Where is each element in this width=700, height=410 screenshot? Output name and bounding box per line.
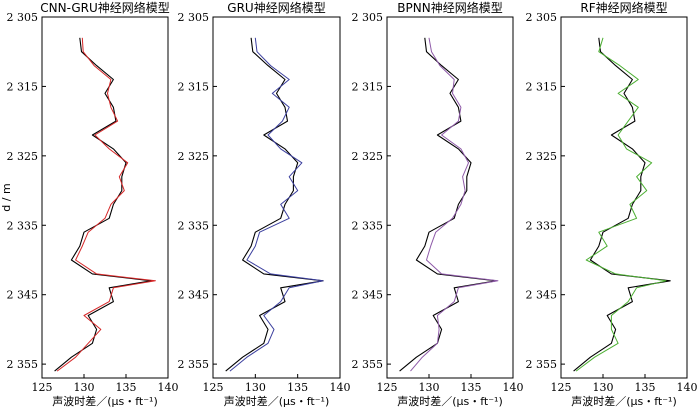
x-axis-label: 声波时差／(μs・ft⁻¹) (224, 394, 330, 408)
x-tick-label: 135 (287, 381, 308, 394)
y-tick-label: 2 345 (7, 289, 39, 302)
predicted-curve (229, 37, 324, 372)
x-tick-label: 135 (461, 381, 482, 394)
x-tick-label: 130 (593, 381, 614, 394)
y-tick-label: 2 335 (526, 219, 558, 232)
y-tick-label: 2 335 (7, 219, 39, 232)
x-tick-label: 140 (503, 381, 524, 394)
y-tick-label: 2 305 (178, 11, 210, 24)
y-tick-label: 2 315 (526, 80, 558, 93)
x-tick-label: 130 (74, 381, 95, 394)
panel-title: RF神经网络模型 (580, 0, 667, 15)
panel-title: CNN-GRU神经网络模型 (40, 0, 170, 15)
y-tick-label: 2 325 (526, 150, 558, 163)
y-tick-label: 2 305 (7, 11, 39, 24)
y-tick-label: 2 355 (178, 358, 210, 371)
x-tick-label: 125 (377, 381, 398, 394)
predicted-curve (410, 37, 499, 372)
x-axis-label: 声波时差／(μs・ft⁻¹) (397, 394, 503, 408)
y-tick-label: 2 355 (352, 358, 384, 371)
y-tick-label: 2 335 (178, 219, 210, 232)
predicted-curve (56, 37, 156, 372)
x-tick-label: 140 (330, 381, 351, 394)
x-tick-label: 125 (32, 381, 53, 394)
y-tick-label: 2 325 (352, 150, 384, 163)
x-axis-label: 声波时差／(μs・ft⁻¹) (571, 394, 677, 408)
plot-frame (41, 16, 169, 379)
y-tick-label: 2 315 (178, 80, 210, 93)
panel-title: GRU神经网络模型 (227, 0, 325, 15)
x-tick-label: 140 (677, 381, 698, 394)
x-axis-label: 声波时差／(μs・ft⁻¹) (52, 394, 158, 408)
plot-frame (386, 16, 514, 379)
measured-curve (573, 37, 671, 372)
y-axis-label: d / m (0, 183, 13, 211)
predicted-curve (575, 37, 667, 372)
x-tick-label: 125 (203, 381, 224, 394)
measured-curve (54, 37, 152, 372)
x-tick-label: 130 (245, 381, 266, 394)
y-tick-label: 2 325 (7, 150, 39, 163)
y-tick-label: 2 345 (526, 289, 558, 302)
y-tick-label: 2 355 (526, 358, 558, 371)
x-tick-label: 130 (419, 381, 440, 394)
y-tick-label: 2 345 (178, 289, 210, 302)
x-tick-label: 135 (116, 381, 137, 394)
x-tick-label: 135 (635, 381, 656, 394)
panel-title: BPNN神经网络模型 (397, 0, 502, 15)
measured-curve (399, 37, 497, 372)
panel-4: RF神经网络模型 2 305 2 315 2 325 2 335 2 345 2 355 12… (526, 0, 698, 408)
y-tick-label: 2 315 (7, 80, 39, 93)
y-tick-label: 2 355 (7, 358, 39, 371)
y-tick-label: 2 335 (352, 219, 384, 232)
x-tick-label: 125 (551, 381, 572, 394)
plot-frame (560, 16, 688, 379)
panel-3: BPNN神经网络模型 2 305 2 315 2 325 2 335 2 345 2 355… (352, 0, 524, 408)
x-tick-label: 140 (158, 381, 179, 394)
measured-curve (225, 37, 324, 372)
y-tick-label: 2 305 (352, 11, 384, 24)
y-tick-label: 2 325 (178, 150, 210, 163)
panel-2: GRU神经网络模型 2 305 2 315 2 325 2 335 2 345 2 355 1… (178, 0, 351, 408)
y-tick-label: 2 315 (352, 80, 384, 93)
y-tick-label: 2 345 (352, 289, 384, 302)
y-tick-label: 2 305 (526, 11, 558, 24)
plot-frame (212, 16, 341, 379)
